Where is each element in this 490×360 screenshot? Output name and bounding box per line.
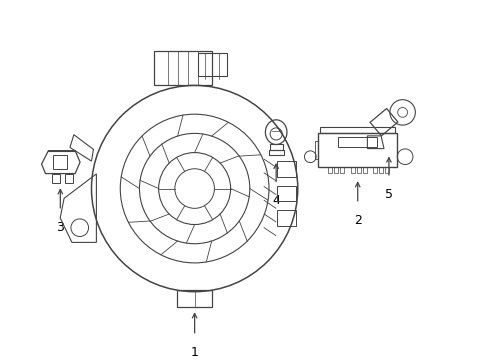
Bar bbox=[363, 167, 367, 174]
Bar bbox=[340, 167, 344, 174]
Bar bbox=[318, 133, 397, 167]
Bar bbox=[270, 144, 283, 150]
Bar bbox=[197, 53, 227, 76]
Bar bbox=[277, 210, 296, 226]
Text: 4: 4 bbox=[272, 194, 280, 207]
Bar bbox=[351, 167, 355, 174]
Text: 3: 3 bbox=[56, 221, 64, 234]
Bar bbox=[373, 167, 377, 174]
Bar bbox=[338, 137, 377, 147]
Bar bbox=[269, 150, 284, 155]
Bar bbox=[52, 174, 60, 183]
Bar bbox=[379, 167, 383, 174]
Bar bbox=[53, 155, 67, 169]
Text: 1: 1 bbox=[191, 346, 198, 359]
Bar bbox=[334, 167, 338, 174]
Bar bbox=[357, 167, 361, 174]
Bar bbox=[277, 161, 296, 177]
Bar bbox=[320, 127, 395, 133]
Bar bbox=[65, 174, 73, 183]
Bar bbox=[277, 186, 296, 201]
Bar bbox=[328, 167, 332, 174]
Bar bbox=[177, 290, 212, 307]
Bar bbox=[315, 141, 318, 159]
Text: 2: 2 bbox=[354, 213, 362, 226]
Bar bbox=[153, 51, 212, 85]
Text: 5: 5 bbox=[385, 188, 393, 201]
Bar bbox=[385, 167, 389, 174]
